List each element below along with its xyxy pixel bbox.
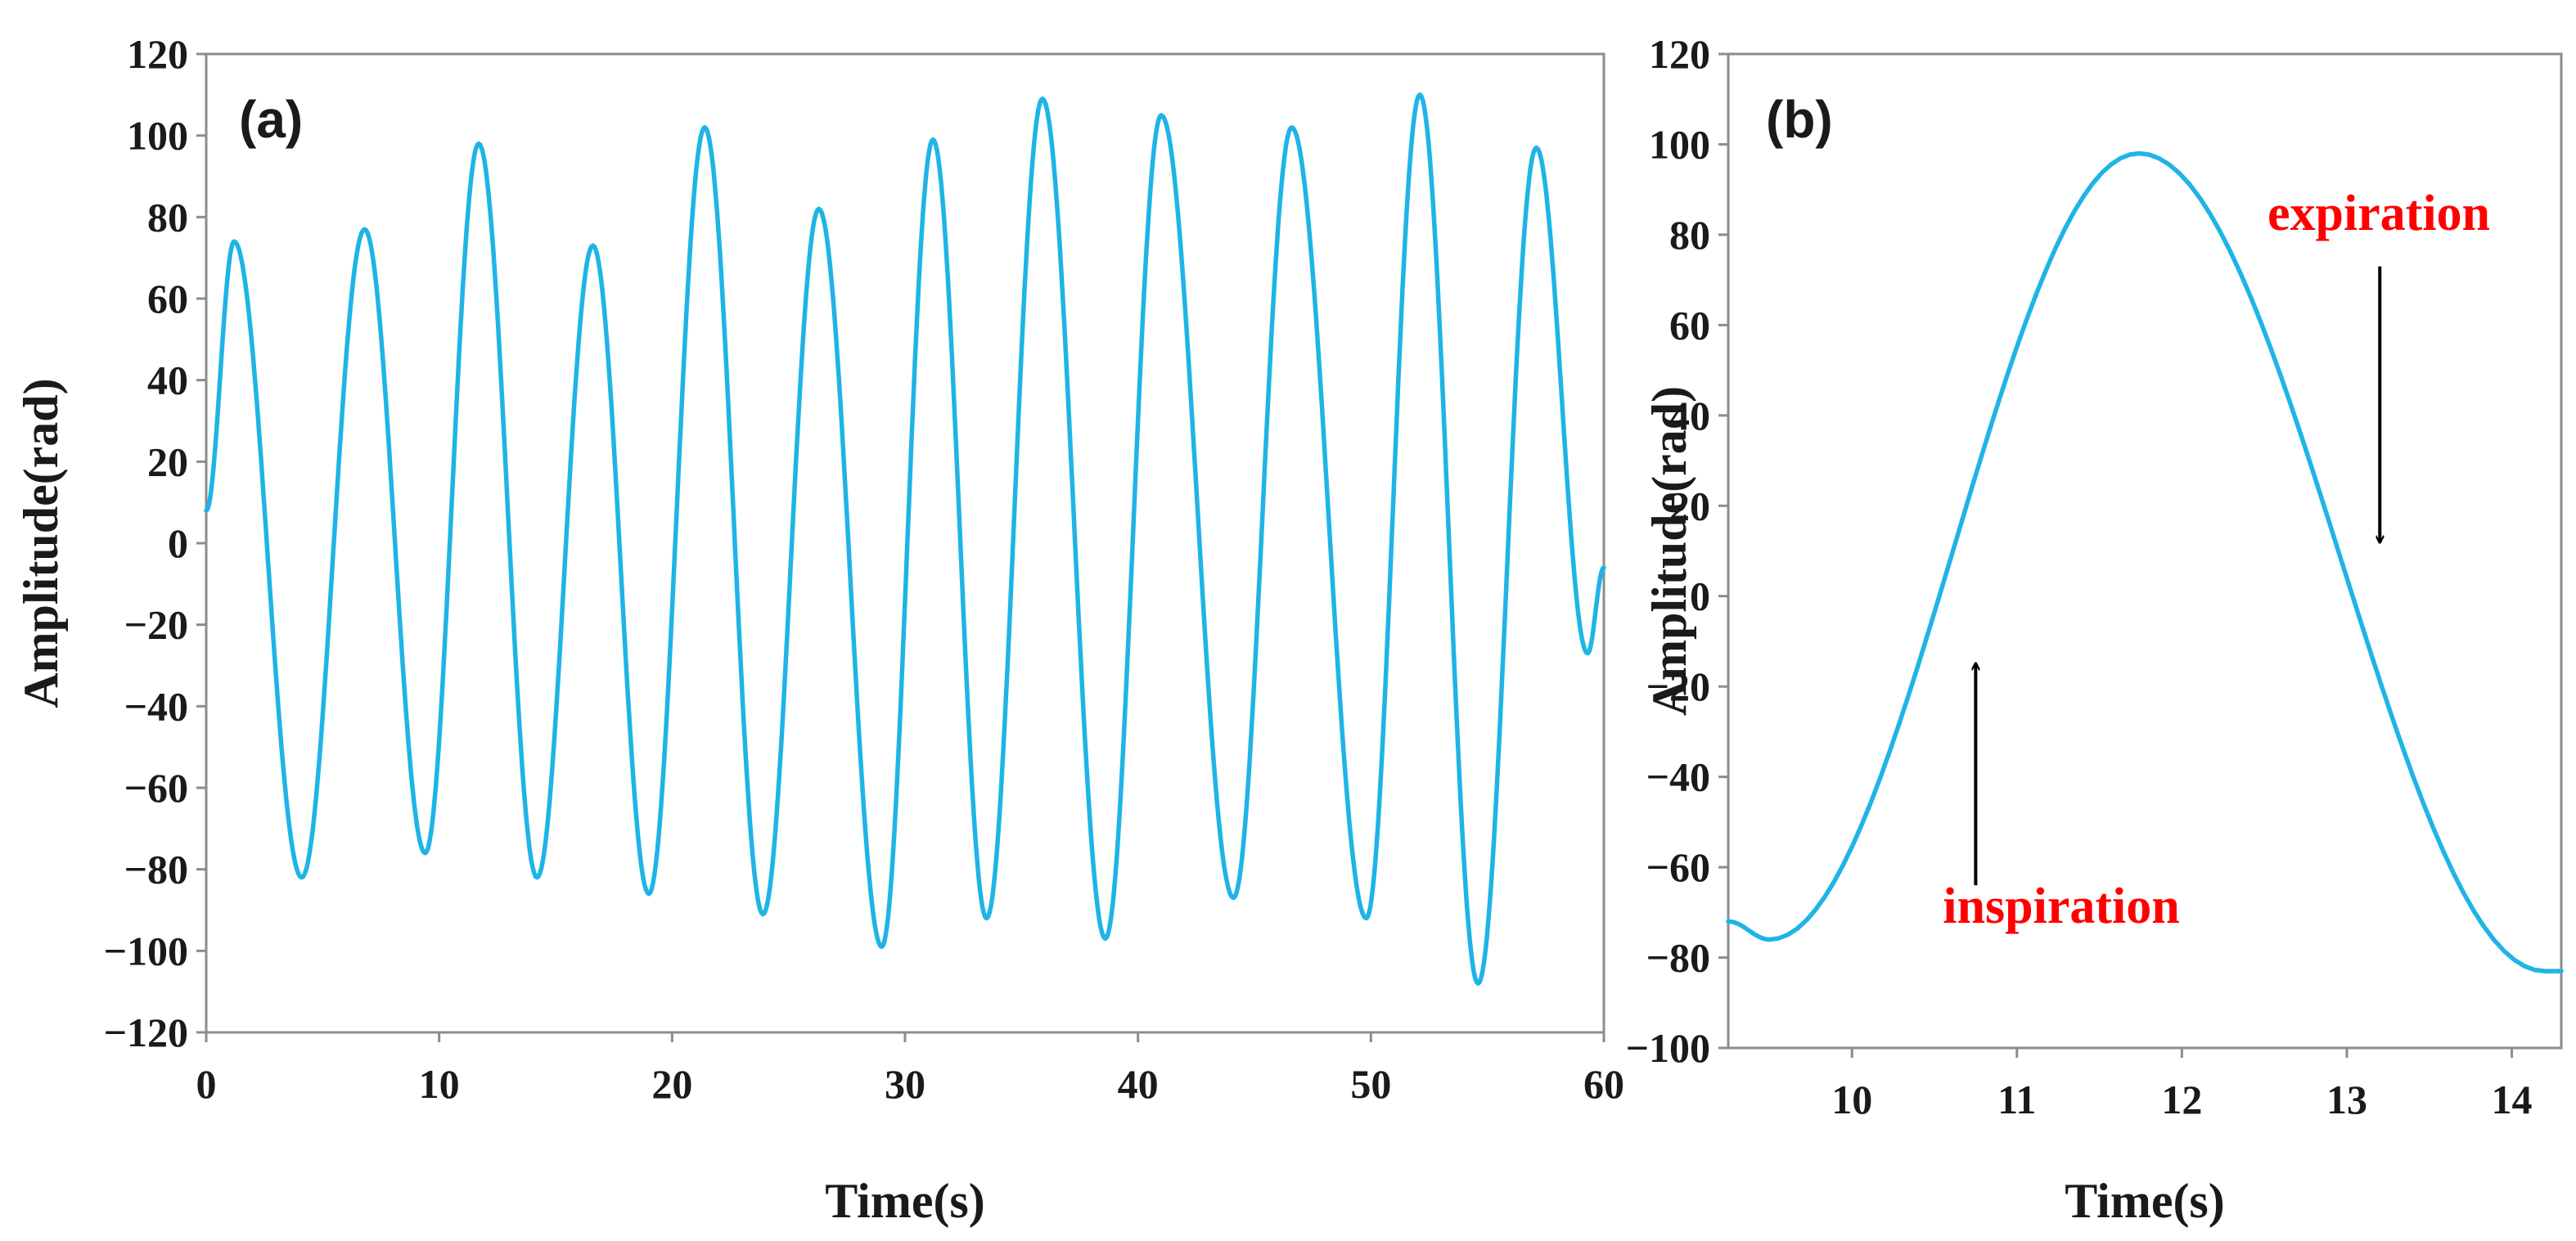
x-tick-label: 40: [1118, 1061, 1159, 1107]
x-tick-label: 13: [2326, 1077, 2367, 1122]
y-tick-label: 40: [1669, 393, 1710, 438]
x-tick-label: 10: [419, 1061, 460, 1107]
y-tick-label: −40: [1646, 754, 1711, 800]
y-tick-label: 40: [147, 357, 188, 403]
y-tick-label: 120: [1649, 31, 1710, 77]
y-tick-label: 60: [1669, 302, 1710, 348]
x-axis-title: Time(s): [2065, 1174, 2225, 1228]
x-tick-label: 20: [651, 1061, 692, 1107]
x-tick-label: 50: [1350, 1061, 1391, 1107]
x-tick-label: 10: [1831, 1077, 1872, 1122]
y-tick-label: 60: [147, 276, 188, 321]
annotation-label-expiration: expiration: [2268, 186, 2490, 241]
chart-panel-b: 120 100 80 60 40 20 0 −20 −40 −60 −80 −100 10 11 12 13 1…: [1626, 31, 2564, 1228]
y-tick-label: 20: [1669, 483, 1710, 528]
y-tick-label: −60: [124, 765, 189, 811]
y-tick-label: 100: [1649, 121, 1710, 167]
y-tick-label: −20: [124, 602, 189, 648]
annotation-label-inspiration: inspiration: [1943, 879, 2179, 934]
y-tick-label: −40: [124, 683, 189, 729]
y-tick-label: 120: [127, 31, 188, 77]
x-tick-label: 30: [885, 1061, 925, 1107]
y-tick-label: 80: [1669, 212, 1710, 258]
x-tick-label: 11: [1997, 1077, 2036, 1122]
y-tick-label: −120: [104, 1009, 189, 1055]
y-axis-title: Amplitude(rad): [14, 378, 68, 708]
plot-frame: [1727, 52, 2563, 1050]
y-tick-label: 20: [147, 438, 188, 484]
x-axis-title: Time(s): [825, 1174, 985, 1228]
y-tick-label: −80: [124, 847, 189, 893]
y-tick-label: 100: [127, 113, 188, 159]
series-line: [204, 92, 1606, 986]
y-tick-label: 80: [147, 194, 188, 240]
series-line: [1726, 151, 2564, 973]
x-tick-label: 60: [1583, 1061, 1624, 1107]
y-tick-label: 0: [1690, 573, 1710, 619]
y-tick-label: −100: [1626, 1025, 1711, 1071]
y-tick-label: −60: [1646, 844, 1711, 890]
y-axis-title: Amplitude(rad): [1642, 386, 1696, 716]
x-tick-label: 14: [2492, 1077, 2533, 1122]
x-tick-label: 12: [2161, 1077, 2202, 1122]
y-tick-label: −20: [1646, 663, 1711, 709]
panel-label: (a): [239, 90, 303, 149]
y-tick-label: 0: [168, 520, 188, 566]
y-tick-label: −100: [104, 928, 189, 973]
panel-label: (b): [1766, 90, 1833, 149]
plot-frame: [205, 52, 1605, 1034]
x-tick-label: 0: [196, 1061, 217, 1107]
y-tick-label: −80: [1646, 935, 1711, 981]
